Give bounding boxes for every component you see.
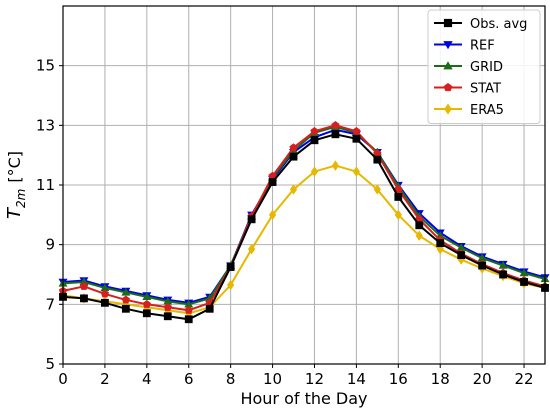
data-point-obs-avg: [352, 134, 361, 143]
data-point-stat: [79, 282, 89, 290]
series-stat: [58, 121, 550, 314]
data-point-obs-avg: [163, 312, 172, 321]
data-point-obs-avg: [226, 263, 235, 271]
data-point-obs-avg: [310, 136, 319, 145]
x-axis-title: Hour of the Day: [240, 389, 367, 408]
y-tick-label: 15: [36, 57, 55, 75]
data-point-era5: [289, 184, 298, 195]
series-line-era5: [62, 164, 546, 315]
data-point-stat: [310, 126, 319, 135]
data-point-obs-avg: [101, 298, 109, 307]
data-point-obs-avg: [394, 193, 403, 201]
data-point-stat: [289, 143, 298, 152]
data-point-grid: [142, 292, 152, 301]
legend-label: STAT: [470, 82, 501, 97]
data-point-era5: [394, 209, 402, 221]
x-tick-label: 8: [226, 370, 236, 388]
legend-item: GRID: [434, 60, 503, 75]
y-axis-title-unit: [°C]: [5, 151, 24, 183]
y-tick-label: 5: [45, 355, 55, 373]
data-point-obs-avg: [331, 130, 340, 139]
data-point-obs-avg: [184, 315, 193, 324]
data-point-stat: [163, 302, 172, 311]
y-tick-label: 7: [45, 295, 55, 313]
data-point-obs-avg: [373, 155, 382, 164]
y-tick-label: 13: [36, 116, 55, 134]
data-point-era5: [268, 209, 277, 221]
data-point-obs-avg: [457, 251, 466, 260]
legend-item: REF: [434, 39, 495, 54]
series-line-ref: [62, 128, 546, 304]
series-layer: [58, 121, 550, 324]
x-tick-label: 0: [58, 370, 68, 388]
ticks: 0 2 4 6 8 10 12 14 16 18 20 22 5 7 9 11 13 15: [36, 57, 534, 388]
legend-label: Obs. avg: [470, 17, 527, 32]
data-point-obs-avg: [247, 215, 256, 224]
data-point-obs-avg: [415, 221, 424, 230]
series-ref: [58, 126, 550, 308]
data-point-stat: [184, 305, 193, 314]
series-obs-avg: [59, 130, 549, 324]
data-point-obs-avg: [205, 304, 214, 313]
legend-swatch-marker: [443, 61, 453, 70]
data-point-stat: [394, 185, 403, 193]
data-point-obs-avg: [289, 152, 298, 161]
legend-label: GRID: [470, 60, 503, 75]
data-point-obs-avg: [478, 261, 487, 270]
x-tick-label: 20: [473, 370, 492, 388]
x-tick-label: 6: [184, 370, 194, 388]
data-point-obs-avg: [121, 304, 130, 313]
data-point-grid: [498, 260, 508, 269]
y-tick-label: 11: [36, 176, 55, 194]
x-tick-label: 18: [431, 370, 450, 388]
data-point-obs-avg: [268, 178, 277, 186]
data-point-era5: [248, 243, 256, 255]
legend-item: Obs. avg: [434, 17, 527, 32]
data-point-stat: [121, 295, 130, 304]
legend-item: ERA5: [434, 103, 504, 118]
series-grid: [58, 122, 550, 308]
legend-label: ERA5: [470, 103, 504, 118]
data-point-obs-avg: [142, 309, 151, 318]
legend-box: [427, 9, 541, 124]
x-tick-label: 22: [514, 370, 533, 388]
data-point-era5: [310, 166, 319, 177]
data-point-era5: [331, 160, 340, 171]
y-axis-title: T2m [°C]: [4, 151, 28, 219]
data-point-era5: [373, 184, 381, 195]
legend-item: STAT: [434, 82, 501, 97]
data-point-stat: [142, 300, 151, 308]
y-axis-title-sub: 2m: [14, 189, 28, 208]
data-point-stat: [100, 289, 110, 298]
data-point-obs-avg: [436, 239, 445, 248]
x-tick-label: 16: [389, 370, 408, 388]
x-tick-label: 10: [263, 370, 282, 388]
legend-swatch-marker: [444, 103, 452, 115]
y-axis-title-main: T: [4, 206, 25, 219]
legend-label: REF: [470, 39, 495, 54]
data-point-stat: [352, 126, 361, 135]
data-point-obs-avg: [80, 294, 88, 303]
x-tick-label: 14: [347, 370, 366, 388]
data-point-grid: [519, 268, 529, 277]
x-tick-label: 12: [305, 370, 324, 388]
data-point-obs-avg: [520, 278, 528, 286]
data-point-era5: [415, 230, 423, 241]
data-point-stat: [331, 121, 340, 129]
legend-swatch-marker: [443, 41, 453, 50]
x-tick-label: 4: [142, 370, 152, 388]
x-tick-label: 2: [100, 370, 110, 388]
data-point-era5: [227, 279, 235, 291]
data-point-era5: [352, 166, 360, 177]
legend: Obs. avg REF GRID STAT ERA5: [427, 9, 541, 124]
data-point-grid: [121, 287, 131, 296]
legend-swatch-marker: [443, 18, 453, 28]
y-tick-label: 9: [45, 236, 55, 254]
series-line-obs-avg: [62, 133, 546, 321]
series-line-grid: [62, 125, 546, 306]
series-line-stat: [62, 124, 546, 312]
legend-swatch-marker: [443, 82, 453, 92]
data-point-obs-avg: [499, 270, 507, 279]
